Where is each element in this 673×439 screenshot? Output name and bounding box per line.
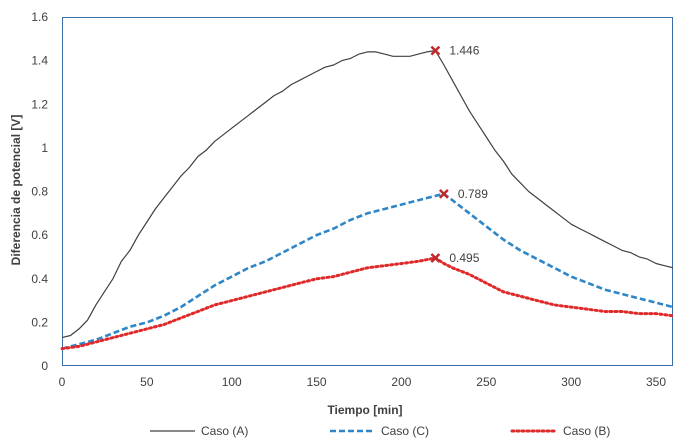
- x-tick-label: 350: [646, 375, 666, 389]
- x-tick-label: 300: [561, 375, 581, 389]
- peak-marker: [430, 253, 441, 263]
- series-line-casob: [60, 256, 673, 351]
- peak-value-label: 0.495: [449, 251, 479, 265]
- x-tick-label: 200: [391, 375, 411, 389]
- y-tick-label: 1.4: [31, 54, 48, 68]
- legend-item: Caso (C): [330, 424, 429, 438]
- x-tick-label: 250: [476, 375, 496, 389]
- series-group: [60, 50, 673, 351]
- y-tick-label: 0.8: [31, 185, 48, 199]
- y-axis-ticks: 0 0.2 0.4 0.6 0.8 1 1.2 1.4 1.6: [31, 10, 48, 373]
- y-tick-label: 1: [41, 141, 48, 155]
- y-tick-label: 0: [41, 359, 48, 373]
- legend-label: Caso (A): [201, 424, 248, 438]
- legend-item: Caso (B): [510, 424, 610, 438]
- series-line-casoa: [61, 50, 673, 339]
- y-tick-label: 0.6: [31, 228, 48, 242]
- plot-area-frame: [62, 17, 673, 366]
- x-tick-label: 100: [222, 375, 242, 389]
- peak-marker: [438, 189, 449, 199]
- y-axis-title: Diferencia de potencial [V]: [9, 115, 23, 266]
- x-tick-label: 150: [307, 375, 327, 389]
- peak-marker: [430, 45, 441, 56]
- y-tick-label: 0.2: [31, 315, 48, 329]
- x-axis-title: Tiempo [min]: [327, 403, 402, 417]
- legend-label: Caso (B): [563, 424, 610, 438]
- series-line-casoc: [61, 192, 673, 350]
- y-tick-label: 0.4: [31, 272, 48, 286]
- peak-annotations: 1.446 0.789 0.495: [430, 44, 488, 265]
- y-tick-label: 1.6: [31, 10, 48, 24]
- peak-value-label: 1.446: [449, 44, 479, 58]
- x-tick-label: 0: [59, 375, 66, 389]
- legend: Caso (A) Caso (C) Caso (B): [150, 424, 610, 438]
- peak-value-label: 0.789: [458, 187, 488, 201]
- legend-item: Caso (A): [150, 424, 248, 438]
- x-axis-ticks: 0 50 100 150 200 250 300 350: [59, 375, 667, 389]
- legend-label: Caso (C): [381, 424, 429, 438]
- y-tick-label: 1.2: [31, 97, 48, 111]
- x-tick-label: 50: [140, 375, 154, 389]
